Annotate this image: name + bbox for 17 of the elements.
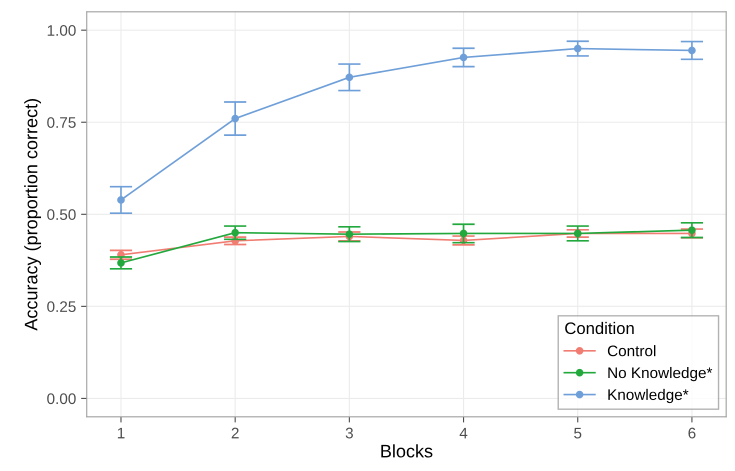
x-tick-label: 4 <box>460 428 468 438</box>
legend-label: Control <box>608 345 656 356</box>
legend-label: No Knowledge* <box>608 366 712 382</box>
x-tick-label: 5 <box>574 428 582 438</box>
x-tick-label: 6 <box>688 428 696 438</box>
x-axis-title: Blocks <box>381 444 432 458</box>
x-tick-label: 2 <box>232 428 239 438</box>
y-tick-label: 0.00 <box>47 393 76 404</box>
x-tick-label: 1 <box>118 428 124 438</box>
y-tick-label: 1.00 <box>48 25 76 36</box>
y-axis-title: Accuracy (proportion correct) <box>24 99 42 331</box>
y-tick-label: 0.50 <box>47 209 76 220</box>
legend-title: Condition <box>565 322 634 334</box>
y-tick-label: 0.75 <box>47 117 76 128</box>
legend-label: Knowledge* <box>608 388 688 404</box>
x-tick-label: 3 <box>346 428 353 438</box>
y-tick-label: 0.25 <box>47 301 76 312</box>
